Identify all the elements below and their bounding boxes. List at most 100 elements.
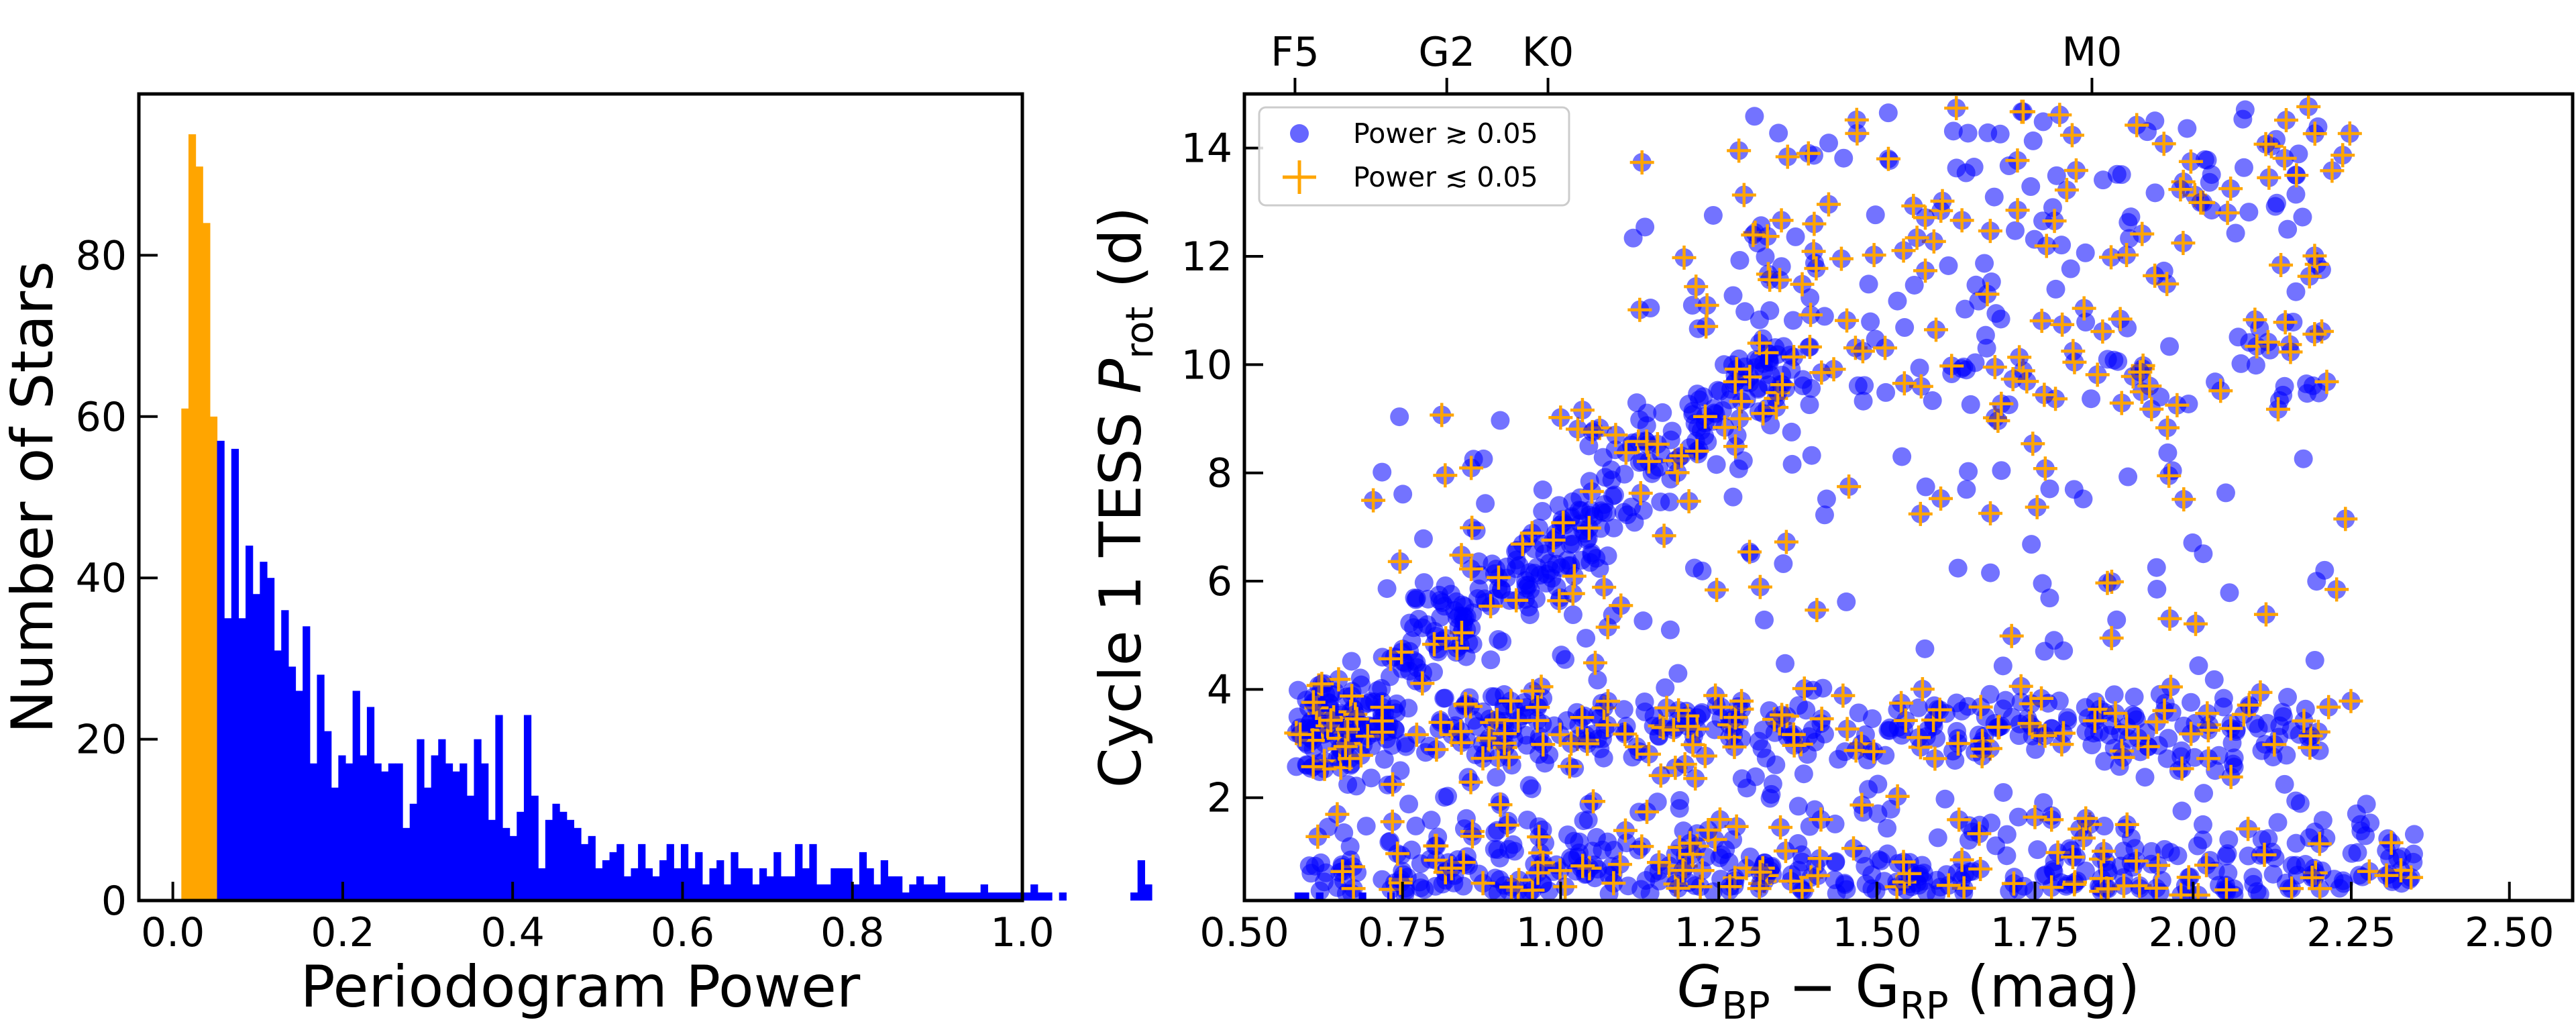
histogram-bar-high-113 bbox=[1023, 892, 1031, 901]
scatter-point-low-power bbox=[1520, 678, 1545, 703]
histogram-bar-high-59 bbox=[638, 844, 646, 901]
histogram-x-tick-label: 0.8 bbox=[820, 909, 884, 956]
scatter-point-low-power bbox=[1693, 404, 1717, 429]
scatter-point-low-power bbox=[2236, 817, 2261, 841]
scatter-point-low-power bbox=[1910, 677, 1935, 702]
scatter-point-high-power bbox=[1861, 312, 1880, 331]
scatter-point-high-power bbox=[1978, 123, 1998, 142]
histogram-bar-high-19 bbox=[352, 691, 360, 901]
histogram-bar-high-92 bbox=[873, 884, 881, 901]
histogram-bar-high-26 bbox=[402, 827, 411, 901]
scatter-point-low-power bbox=[1775, 144, 1800, 169]
scatter-point-low-power bbox=[1885, 784, 1910, 809]
scatter-point-high-power bbox=[2202, 165, 2221, 185]
scatter-point-high-power bbox=[1829, 750, 1848, 769]
scatter-point-low-power bbox=[2051, 721, 2076, 746]
scatter-y-tick-label: 6 bbox=[1207, 558, 1232, 605]
scatter-point-high-power bbox=[1793, 370, 1813, 389]
scatter-point-high-power bbox=[2286, 185, 2306, 204]
scatter-point-low-power bbox=[2039, 875, 2064, 900]
histogram-bar-high-94 bbox=[888, 876, 896, 901]
scatter-y-tick-label: 14 bbox=[1181, 125, 1232, 172]
scatter-point-low-power bbox=[2050, 312, 2075, 337]
scatter-point-low-power bbox=[2208, 378, 2233, 403]
histogram-bar-high-91 bbox=[866, 868, 874, 901]
histogram-bar-high-104 bbox=[959, 892, 967, 901]
scatter-point-high-power bbox=[1627, 393, 1646, 413]
scatter-point-low-power bbox=[1769, 208, 1794, 233]
histogram-bar-high-112 bbox=[1016, 892, 1024, 901]
scatter-point-low-power bbox=[2099, 625, 2124, 650]
scatter-point-high-power bbox=[1635, 692, 1654, 711]
scatter-point-high-power bbox=[2112, 165, 2131, 185]
scatter-point-low-power bbox=[1999, 623, 2024, 648]
scatter-point-low-power bbox=[2337, 121, 2362, 146]
scatter-point-high-power bbox=[2351, 821, 2371, 841]
histogram-bar-high-78 bbox=[773, 852, 782, 901]
scatter-point-low-power bbox=[1845, 121, 1870, 146]
scatter-point-low-power bbox=[2278, 340, 2303, 364]
scatter-point-high-power bbox=[1488, 840, 1507, 860]
scatter-point-high-power bbox=[1927, 729, 1946, 748]
histogram-bar-high-15 bbox=[324, 731, 332, 901]
scatter-point-high-power bbox=[2135, 768, 2155, 787]
scatter-point-high-power bbox=[1948, 558, 1968, 578]
scatter-point-high-power bbox=[2263, 864, 2283, 884]
scatter-point-low-power bbox=[2253, 602, 2278, 627]
legend-entry-low-power: Power ≲ 0.05 bbox=[1353, 161, 1538, 193]
scatter-point-low-power bbox=[1805, 598, 1829, 623]
scatter-point-low-power bbox=[2008, 674, 2033, 699]
scatter-point-low-power bbox=[1792, 676, 1817, 701]
scatter-y-tick-label: 2 bbox=[1207, 775, 1232, 822]
scatter-point-high-power bbox=[1614, 503, 1633, 522]
scatter-x-tick-label: 2.25 bbox=[2306, 909, 2396, 956]
histogram-y-tick-label: 80 bbox=[76, 232, 127, 279]
scatter-point-high-power bbox=[1939, 256, 1958, 275]
scatter-point-low-power bbox=[1831, 683, 1856, 708]
histogram-bar-high-84 bbox=[816, 884, 824, 901]
scatter-point-high-power bbox=[1745, 107, 1764, 126]
scatter-point-high-power bbox=[1825, 870, 1844, 890]
scatter-point-low-power bbox=[1799, 303, 1823, 327]
scatter-point-low-power bbox=[1802, 211, 1827, 236]
scatter-point-high-power bbox=[1656, 678, 1675, 697]
scatter-point-low-power bbox=[2096, 876, 2121, 901]
histogram-bar-high-13 bbox=[309, 763, 318, 901]
scatter-x-tick-label: 1.75 bbox=[1990, 909, 2080, 956]
scatter-point-high-power bbox=[1892, 447, 1912, 466]
scatter-point-low-power bbox=[1380, 809, 1405, 834]
scatter-point-high-power bbox=[1776, 654, 1795, 673]
scatter-point-low-power bbox=[1797, 334, 1822, 359]
scatter-point-high-power bbox=[1587, 827, 1606, 847]
scatter-point-high-power bbox=[1819, 134, 1839, 153]
scatter-point-low-power bbox=[2296, 95, 2321, 119]
scatter-point-high-power bbox=[1755, 610, 1774, 629]
histogram-bar-low-1 bbox=[188, 134, 197, 901]
scatter-point-high-power bbox=[1597, 503, 1617, 522]
scatter-point-high-power bbox=[1668, 664, 1688, 683]
scatter-point-low-power bbox=[1601, 871, 1626, 896]
scatter-point-low-power bbox=[2237, 693, 2261, 717]
histogram-bar-high-10 bbox=[288, 666, 297, 901]
spectral-type-label: M0 bbox=[2061, 29, 2122, 76]
scatter-point-high-power bbox=[2268, 813, 2288, 832]
scatter-point-low-power bbox=[1670, 858, 1695, 882]
scatter-point-low-power bbox=[1676, 714, 1701, 739]
scatter-point-low-power bbox=[2333, 507, 2358, 531]
scatter-point-low-power bbox=[2157, 463, 2182, 488]
scatter-point-low-power bbox=[2114, 714, 2139, 739]
scatter-point-high-power bbox=[2093, 170, 2112, 190]
legend-entry-high-power: Power ≳ 0.05 bbox=[1353, 117, 1538, 150]
histogram-bar-high-38 bbox=[488, 819, 496, 901]
scatter-point-low-power bbox=[1570, 705, 1595, 730]
scatter-point-low-power bbox=[2302, 321, 2327, 346]
scatter-point-high-power bbox=[1414, 573, 1434, 593]
scatter-point-low-power bbox=[1470, 871, 1495, 896]
histogram-y-tick-label: 60 bbox=[76, 394, 127, 441]
scatter-point-high-power bbox=[1305, 856, 1325, 876]
scatter-point-low-power bbox=[1613, 440, 1638, 465]
scatter-point-low-power bbox=[1939, 354, 1964, 378]
histogram-bar-high-41 bbox=[509, 835, 517, 901]
histogram-bar-high-11 bbox=[295, 691, 303, 901]
scatter-point-low-power bbox=[2124, 849, 2149, 874]
